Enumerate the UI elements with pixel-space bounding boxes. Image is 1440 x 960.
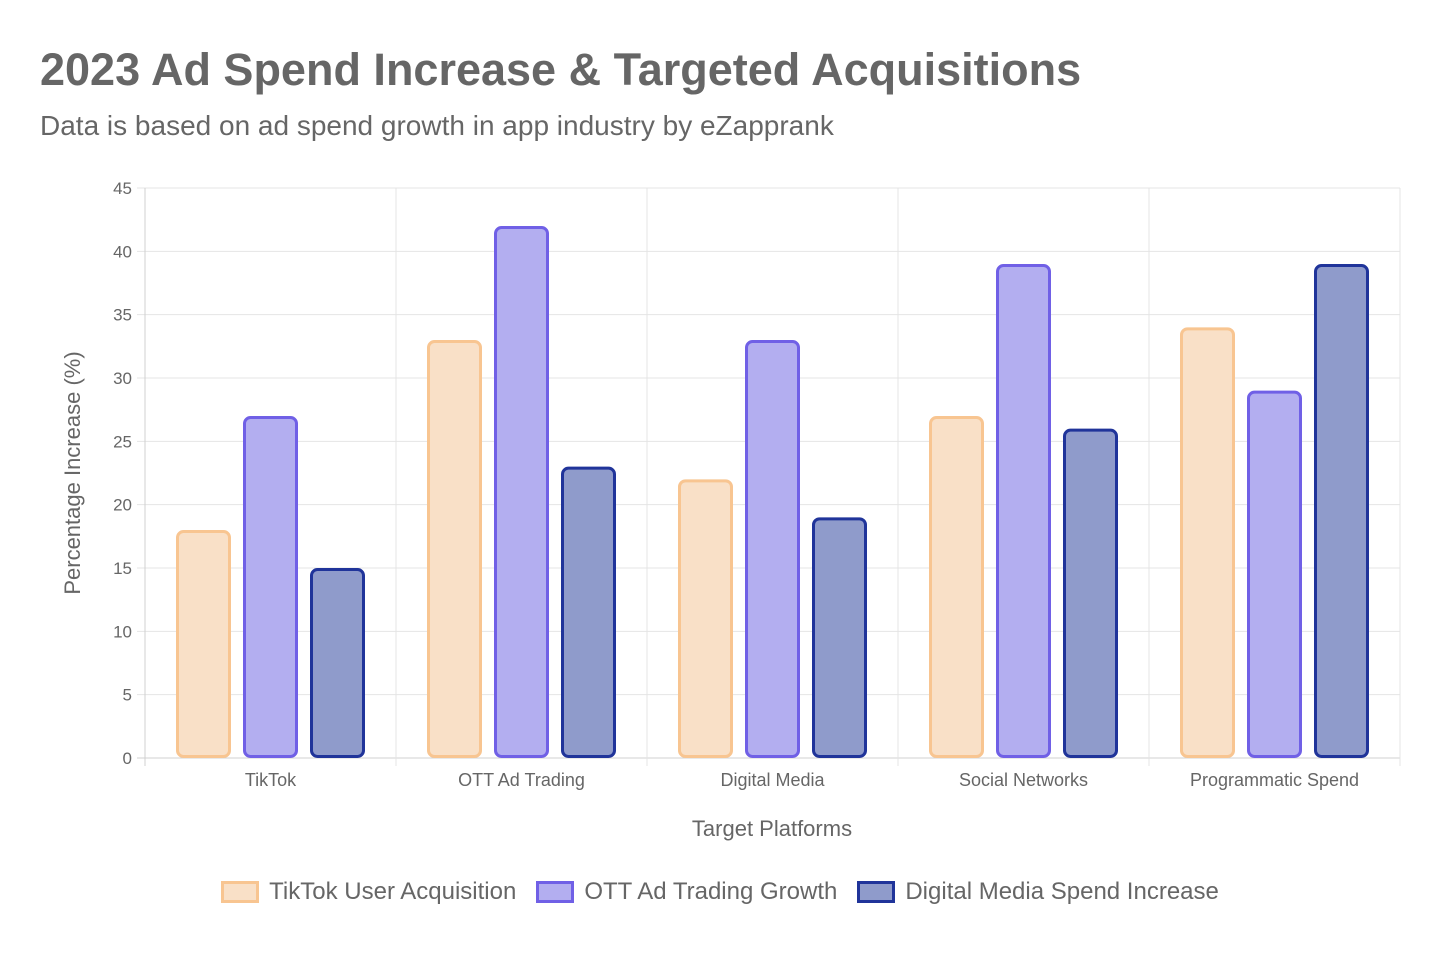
y-tick-label: 5 xyxy=(123,686,132,705)
bar-digital-media-spend-increase-social-networks xyxy=(1063,428,1118,758)
y-axis-label: Percentage Increase (%) xyxy=(60,351,85,594)
y-axis-ticks: 0 5 10 15 20 25 30 35 40 45 xyxy=(113,179,132,768)
y-tick-label: 45 xyxy=(113,179,132,198)
bar-digital-media-spend-increase-ott-ad-trading xyxy=(561,466,616,758)
x-tick-label: Programmatic Spend xyxy=(1190,770,1359,790)
chart-title: 2023 Ad Spend Increase & Targeted Acquis… xyxy=(40,44,1082,95)
bars xyxy=(176,226,1369,758)
y-tick-label: 30 xyxy=(113,369,132,388)
bar-ott-ad-trading-growth-social-networks xyxy=(996,264,1051,758)
y-tick-label: 20 xyxy=(113,496,132,515)
legend-label: Digital Media Spend Increase xyxy=(905,878,1219,905)
legend-item-ott-ad-trading-growth[interactable]: OTT Ad Trading Growth xyxy=(536,878,837,906)
legend: TikTok User Acquisition OTT Ad Trading G… xyxy=(0,878,1440,906)
bar-ott-ad-trading-growth-programmatic-spend xyxy=(1247,390,1302,758)
y-tick-label: 40 xyxy=(113,242,132,261)
legend-label: OTT Ad Trading Growth xyxy=(584,878,838,905)
bar-ott-ad-trading-growth-ott-ad-trading xyxy=(494,226,549,758)
bar-ott-ad-trading-growth-digital-media xyxy=(745,340,800,758)
legend-swatch xyxy=(221,881,260,903)
chart-subtitle: Data is based on ad spend growth in app … xyxy=(40,110,834,141)
x-axis-ticks: TikTok OTT Ad Trading Digital Media Social … xyxy=(245,770,1359,790)
x-axis-label: Target Platforms xyxy=(692,816,852,841)
x-tick-label: Digital Media xyxy=(720,770,825,790)
bar-tiktok-user-acquisition-digital-media xyxy=(678,479,733,758)
legend-item-tiktok-user-acquisition[interactable]: TikTok User Acquisition xyxy=(221,878,516,906)
bar-tiktok-user-acquisition-tiktok xyxy=(176,530,231,758)
x-tick-label: TikTok xyxy=(245,770,297,790)
bar-tiktok-user-acquisition-programmatic-spend xyxy=(1180,327,1235,758)
bar-ott-ad-trading-growth-tiktok xyxy=(243,416,298,758)
y-tick-label: 0 xyxy=(123,749,132,768)
y-tick-label: 25 xyxy=(113,432,132,451)
bar-digital-media-spend-increase-tiktok xyxy=(310,568,365,758)
legend-swatch xyxy=(536,881,575,903)
y-tick-label: 10 xyxy=(113,622,132,641)
bar-tiktok-user-acquisition-ott-ad-trading xyxy=(427,340,482,758)
legend-item-digital-media-spend-increase[interactable]: Digital Media Spend Increase xyxy=(857,878,1219,906)
y-tick-label: 35 xyxy=(113,306,132,325)
legend-label: TikTok User Acquisition xyxy=(269,878,517,905)
bar-digital-media-spend-increase-digital-media xyxy=(812,517,867,758)
legend-swatch xyxy=(857,881,896,903)
bar-digital-media-spend-increase-programmatic-spend xyxy=(1314,264,1369,758)
x-tick-label: Social Networks xyxy=(959,770,1088,790)
y-tick-label: 15 xyxy=(113,559,132,578)
x-tick-label: OTT Ad Trading xyxy=(458,770,585,790)
bar-tiktok-user-acquisition-social-networks xyxy=(929,416,984,758)
